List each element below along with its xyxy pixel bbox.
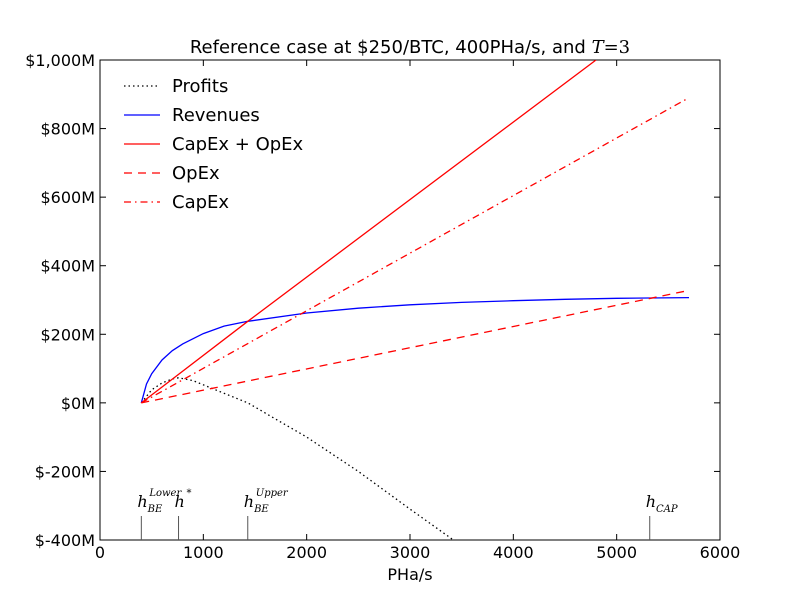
chart-title-variable: T [592,37,606,58]
y-tick-label: $800M [40,120,95,139]
marker-superscript: * [187,488,192,499]
marker-superscript: Lower [148,488,182,499]
x-tick-label: 6000 [700,543,741,562]
legend: Profits Revenues CapEx + OpEx OpEx CapEx [124,76,304,213]
y-tick-label: $200M [40,325,95,344]
chart-title-prefix: Reference case at $250/BTC, 400PHa/s, an… [190,37,592,58]
marker-symbol: h [137,492,147,511]
marker-symbol: h [646,492,656,511]
x-tick-label: 4000 [493,543,534,562]
x-tick-label: 0 [95,543,105,562]
y-tick-label: $0M [61,394,95,413]
series-line-capex-opex [140,60,597,404]
y-tick-label: $1,000M [25,51,95,70]
legend-label: OpEx [172,163,220,184]
series-line-opex [141,289,690,404]
x-axis-label: PHa/s [387,565,432,584]
series-line-revenues [140,296,690,404]
marker-symbol: h [244,492,254,511]
x-tick-label: 2000 [286,543,327,562]
x-tick-label: 1000 [183,543,224,562]
marker-label: h [175,492,185,511]
marker-label: hBE [137,492,163,515]
marker-symbol: h [175,492,185,511]
marker-superscript: Upper [256,488,289,499]
marker-label: hCAP [646,492,678,515]
legend-label: Revenues [172,105,260,126]
legend-label: CapEx [172,192,229,213]
legend-label: CapEx + OpEx [172,134,304,155]
series-line-profits [140,377,454,540]
series-lines [140,60,690,540]
y-tick-label: $-200M [35,462,95,481]
axis-ticks: 0 1000 2000 3000 4000 5000 6000 $-400M $-200M $0M… [25,51,740,562]
y-tick-label: $400M [40,257,95,276]
legend-label: Profits [172,76,228,97]
y-tick-label: $600M [40,188,95,207]
y-tick-label: $-400M [35,531,95,550]
marker-subscript: BE [253,504,269,515]
marker-subscript: CAP [656,504,678,515]
x-tick-label: 5000 [596,543,637,562]
series-line-capex [140,97,690,404]
chart-title-equals: =3 [604,37,631,58]
marker-subscript: BE [147,504,163,515]
marker-label: hBE [244,492,270,515]
chart-title: Reference case at $250/BTC, 400PHa/s, an… [190,37,630,58]
x-tick-label: 3000 [390,543,431,562]
